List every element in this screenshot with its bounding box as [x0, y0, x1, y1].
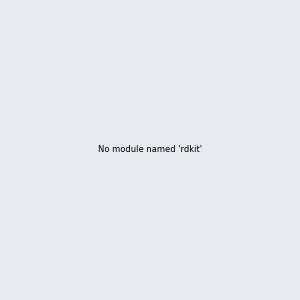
Text: No module named 'rdkit': No module named 'rdkit': [98, 146, 202, 154]
